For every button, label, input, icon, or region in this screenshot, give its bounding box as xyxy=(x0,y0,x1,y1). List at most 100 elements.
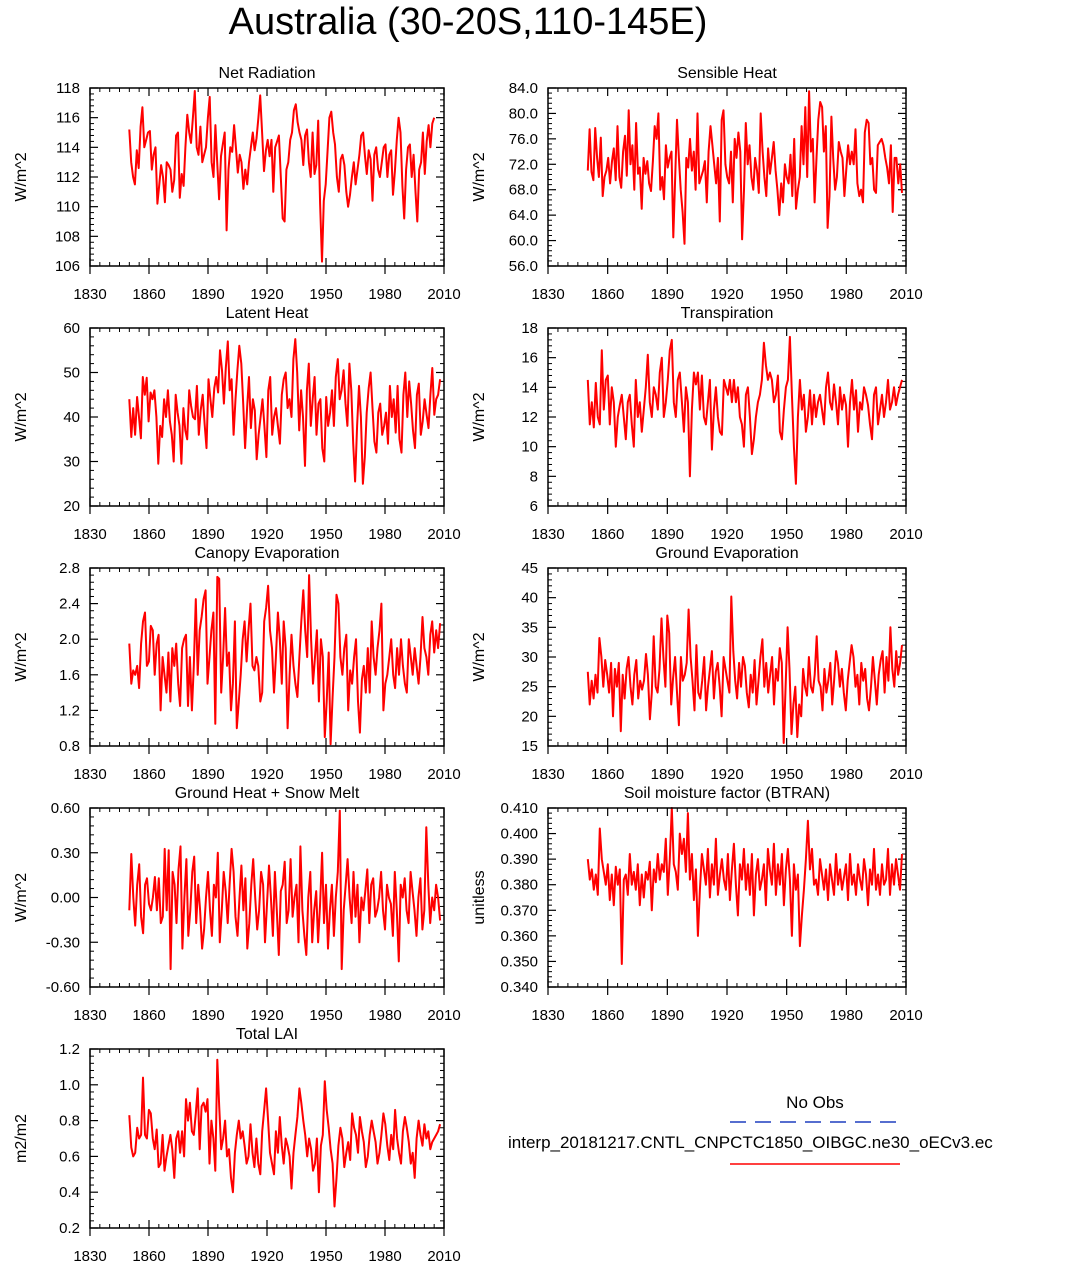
panel-title: Sensible Heat xyxy=(677,65,777,82)
y-tick-label: 60 xyxy=(63,320,80,337)
panel-title: Canopy Evaporation xyxy=(195,545,340,562)
y-tick-label: 0.4 xyxy=(59,1184,80,1201)
series-line-model xyxy=(586,807,903,965)
x-tick-label: 1860 xyxy=(591,766,624,783)
x-tick-label: 1920 xyxy=(250,1007,283,1024)
plot-frame xyxy=(547,807,907,988)
panel-title: Ground Heat + Snow Melt xyxy=(175,785,360,802)
x-tick-label: 1830 xyxy=(73,1248,106,1262)
x-tick-label: 1890 xyxy=(191,1248,224,1262)
y-tick-label: 110 xyxy=(56,199,80,216)
y-tick-label: 0.400 xyxy=(500,826,538,843)
x-tick-label: 1830 xyxy=(531,766,564,783)
plot-frame xyxy=(89,327,445,507)
y-axis-label: W/m^2 xyxy=(13,632,30,681)
x-tick-label: 1890 xyxy=(651,766,684,783)
panel-1: Net Radiation W/m^2 1830 1860 1890 1920 1950 19… xyxy=(13,65,461,303)
x-tick-label: 1890 xyxy=(651,526,684,543)
x-tick-label: 1860 xyxy=(132,526,165,543)
panel-title: Soil moisture factor (BTRAN) xyxy=(624,785,830,802)
x-tick-label: 1980 xyxy=(368,1007,401,1024)
x-tick-label: 2010 xyxy=(427,1248,460,1262)
series-line-model xyxy=(586,595,903,744)
y-tick-label: 8 xyxy=(530,468,538,485)
y-tick-label: 0.390 xyxy=(500,851,538,868)
x-tick-label: 1920 xyxy=(250,526,283,543)
y-tick-label: 40 xyxy=(521,590,538,607)
y-tick-label: 20 xyxy=(521,708,538,725)
panel-title: Transpiration xyxy=(681,305,774,322)
x-tick-label: 1980 xyxy=(368,1248,401,1262)
y-tick-label: 0.2 xyxy=(59,1220,80,1237)
x-tick-label: 1950 xyxy=(309,1007,342,1024)
y-tick-label: 80.0 xyxy=(509,105,538,122)
y-tick-label: 12 xyxy=(521,409,538,426)
x-tick-label: 2010 xyxy=(889,1007,922,1024)
x-tick-label: 1920 xyxy=(710,766,743,783)
y-tick-label: 0.30 xyxy=(51,845,80,862)
x-tick-label: 1830 xyxy=(531,526,564,543)
x-tick-label: 1890 xyxy=(191,1007,224,1024)
x-tick-label: 2010 xyxy=(427,526,460,543)
panel-6: Ground Evaporation W/m^2 1830 1860 1890 1920 1… xyxy=(471,545,923,783)
series-line-model xyxy=(128,90,436,263)
x-tick-label: 1830 xyxy=(73,1007,106,1024)
plot-frame xyxy=(89,807,445,988)
x-tick-label: 1890 xyxy=(191,286,224,303)
y-tick-label: 25 xyxy=(521,679,538,696)
panel-5: Canopy Evaporation W/m^2 1830 1860 1890 1920 1… xyxy=(13,545,461,783)
y-tick-label: 0.8 xyxy=(59,738,80,755)
legend-model-label: interp_20181217.CNTL_CNPCTC1850_OIBGC.ne… xyxy=(508,1133,993,1152)
x-tick-label: 1980 xyxy=(830,1007,863,1024)
x-tick-label: 1950 xyxy=(770,766,803,783)
y-tick-label: 2.8 xyxy=(59,560,80,577)
panel-7: Ground Heat + Snow Melt W/m^2 1830 1860 1890… xyxy=(13,785,461,1024)
x-tick-label: 1860 xyxy=(132,1248,165,1262)
y-tick-label: 40 xyxy=(63,409,80,426)
series-line-model xyxy=(586,90,903,245)
x-tick-label: 1980 xyxy=(368,526,401,543)
y-tick-label: 116 xyxy=(56,110,80,127)
x-tick-label: 2010 xyxy=(427,766,460,783)
y-tick-label: 0.8 xyxy=(59,1113,80,1130)
series-line-model xyxy=(128,1058,442,1208)
y-tick-label: 76.0 xyxy=(509,131,538,148)
x-tick-label: 1980 xyxy=(830,766,863,783)
y-tick-label: 84.0 xyxy=(509,80,538,97)
x-tick-label: 2010 xyxy=(889,526,922,543)
x-tick-label: 1860 xyxy=(132,286,165,303)
y-tick-label: 0.360 xyxy=(500,928,538,945)
y-tick-label: 108 xyxy=(55,228,80,245)
y-tick-label: 1.2 xyxy=(59,702,80,719)
x-tick-label: 2010 xyxy=(427,1007,460,1024)
y-tick-label: 14 xyxy=(521,379,538,396)
x-tick-label: 1980 xyxy=(368,766,401,783)
y-tick-label: 30 xyxy=(63,454,80,471)
y-axis-label: W/m^2 xyxy=(13,392,30,441)
x-tick-label: 2010 xyxy=(427,286,460,303)
panel-title: Ground Evaporation xyxy=(655,545,798,562)
x-tick-label: 2010 xyxy=(889,286,922,303)
x-tick-label: 1950 xyxy=(770,1007,803,1024)
plot-frame xyxy=(89,567,445,747)
x-tick-label: 1860 xyxy=(591,1007,624,1024)
series-line-model xyxy=(586,335,903,485)
x-tick-label: 1920 xyxy=(710,526,743,543)
y-tick-label: 0.00 xyxy=(51,890,80,907)
y-axis-label: W/m^2 xyxy=(471,392,488,441)
x-tick-label: 1950 xyxy=(770,286,803,303)
y-tick-label: 2.0 xyxy=(59,631,80,648)
y-tick-label: 18 xyxy=(521,320,538,337)
series-line-model xyxy=(128,338,442,485)
x-tick-label: 1860 xyxy=(132,766,165,783)
x-tick-label: 1950 xyxy=(309,526,342,543)
plot-frame xyxy=(89,1048,445,1229)
y-axis-label: W/m^2 xyxy=(13,873,30,922)
y-tick-label: 1.6 xyxy=(59,667,80,684)
y-tick-label: 30 xyxy=(521,649,538,666)
x-tick-label: 1830 xyxy=(531,1007,564,1024)
plot-frame xyxy=(547,567,907,747)
x-tick-label: 1890 xyxy=(191,766,224,783)
